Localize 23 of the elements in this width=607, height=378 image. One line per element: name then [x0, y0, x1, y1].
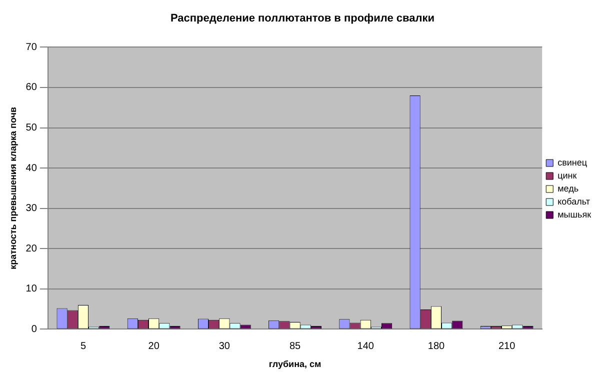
legend-label: медь	[558, 183, 579, 194]
legend-label: свинец	[558, 157, 588, 168]
legend-label: кобальт	[558, 196, 590, 206]
y-axis-title: кратность превышения кларка почв	[8, 106, 18, 270]
x-tick-label: 5	[80, 340, 86, 352]
y-tick-label: 0	[31, 324, 38, 335]
y-tick-label: 50	[26, 122, 38, 134]
y-tick-label: 10	[26, 284, 38, 295]
chart-title: Распределение поллютантов в профиле свалки	[170, 12, 435, 25]
x-tick-label: 140	[357, 340, 374, 352]
x-axis-title: глубина, см	[268, 359, 322, 370]
legend-label: мышьяк	[558, 209, 592, 220]
x-tick-label: 210	[498, 340, 516, 352]
y-tick-label: 40	[26, 162, 38, 174]
x-tick-label: 180	[428, 340, 446, 352]
x-tick-label: 85	[289, 340, 302, 352]
legend-label: цинк	[558, 170, 577, 180]
x-tick-label: 30	[218, 340, 230, 352]
y-tick-label: 70	[26, 42, 38, 53]
y-tick-label: 60	[26, 82, 38, 94]
y-tick-label: 20	[26, 243, 38, 254]
x-tick-label: 20	[148, 340, 160, 352]
y-tick-label: 30	[26, 203, 38, 214]
